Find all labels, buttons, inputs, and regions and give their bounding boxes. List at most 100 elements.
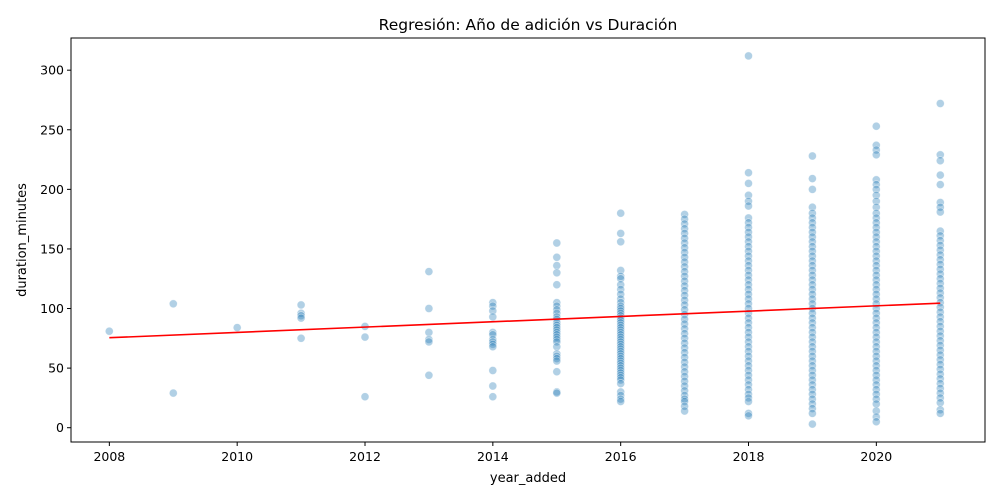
data-point [424, 337, 434, 347]
data-point [680, 257, 689, 267]
data-point [808, 237, 817, 247]
data-point [808, 232, 817, 242]
data-point [935, 156, 945, 165]
y-tick-label: 150 [40, 241, 64, 256]
regression-line-layer [109, 302, 941, 339]
data-point [552, 301, 562, 311]
data-point [616, 335, 626, 344]
data-point [616, 387, 626, 397]
data-point [616, 294, 626, 304]
data-point [680, 333, 689, 343]
data-point [808, 280, 817, 290]
data-point [744, 332, 753, 342]
data-point [744, 266, 753, 275]
data-point [680, 243, 689, 252]
data-point [552, 261, 562, 270]
y-tick-label: 200 [40, 182, 64, 197]
data-point [616, 379, 626, 388]
data-point [871, 191, 881, 200]
data-point [935, 336, 945, 346]
data-point [935, 255, 945, 265]
data-point [169, 388, 178, 398]
data-point [871, 385, 881, 394]
data-point [808, 375, 817, 385]
data-point [680, 271, 689, 281]
data-point [744, 232, 753, 242]
data-point [871, 213, 881, 223]
data-point [808, 342, 817, 352]
data-point [871, 145, 881, 155]
data-point [808, 247, 817, 256]
data-point [680, 353, 689, 362]
data-point [871, 347, 881, 356]
data-point [680, 348, 689, 357]
data-point [680, 224, 689, 233]
data-point [680, 372, 689, 381]
data-point [935, 331, 945, 341]
data-point [808, 351, 817, 361]
data-point [871, 218, 881, 227]
data-point [808, 256, 817, 266]
data-point [808, 356, 817, 366]
data-point [871, 232, 881, 242]
data-point [296, 313, 306, 323]
x-axis-label: year_added [490, 471, 566, 486]
data-point [680, 394, 689, 404]
data-point [744, 280, 753, 290]
data-point [616, 358, 626, 368]
data-point [808, 389, 817, 399]
data-point [935, 388, 945, 398]
data-point [808, 404, 817, 413]
data-point [680, 210, 689, 219]
data-point [680, 386, 689, 396]
data-point [616, 370, 626, 380]
data-point [871, 223, 881, 232]
data-point [871, 266, 881, 275]
data-point [935, 364, 945, 374]
data-point [871, 370, 881, 380]
data-point [935, 245, 945, 255]
data-point [808, 385, 817, 394]
data-point [744, 347, 753, 356]
data-point [871, 328, 881, 337]
data-point [296, 333, 306, 343]
data-point [552, 268, 562, 278]
data-point [935, 302, 945, 312]
data-point [744, 179, 753, 188]
regression-line [109, 302, 941, 339]
data-point [616, 391, 626, 400]
data-point [616, 330, 626, 340]
data-point [744, 299, 753, 309]
data-point [871, 399, 881, 409]
data-point [871, 197, 881, 206]
data-point [935, 241, 945, 250]
data-point [871, 261, 881, 270]
data-point [744, 337, 753, 347]
data-point [808, 208, 817, 218]
data-point [871, 256, 881, 266]
data-point [871, 251, 881, 261]
data-point [808, 308, 817, 318]
data-point [871, 412, 881, 422]
data-point [744, 393, 753, 403]
data-point [808, 261, 817, 270]
data-point [488, 335, 498, 344]
data-point [680, 357, 689, 367]
data-point [935, 293, 945, 303]
data-point [552, 328, 562, 337]
data-point [808, 242, 817, 251]
data-point [871, 389, 881, 399]
data-point [871, 337, 881, 347]
x-tick-label: 2020 [860, 449, 892, 464]
x-tick-label: 2008 [93, 449, 125, 464]
data-point [935, 326, 945, 336]
data-point [680, 233, 689, 243]
data-point [808, 151, 817, 161]
data-point [871, 242, 881, 251]
data-point [424, 328, 434, 337]
data-point [616, 397, 626, 406]
x-tick-label: 2018 [733, 449, 765, 464]
data-point [616, 323, 626, 332]
data-point [871, 141, 881, 150]
data-point [871, 342, 881, 352]
